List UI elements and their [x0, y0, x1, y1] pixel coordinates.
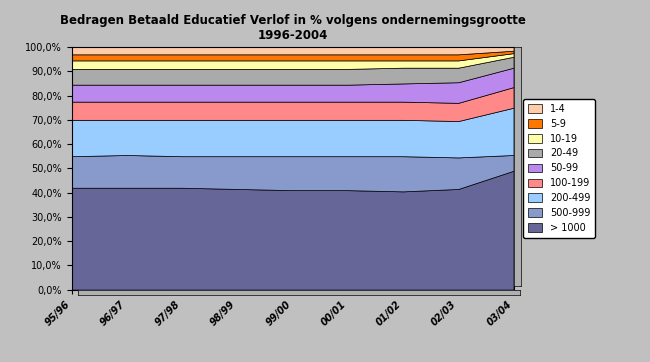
Legend: 1-4, 5-9, 10-19, 20-49, 50-99, 100-199, 200-499, 500-999, > 1000: 1-4, 5-9, 10-19, 20-49, 50-99, 100-199, …	[523, 99, 595, 237]
Title: Bedragen Betaald Educatief Verlof in % volgens ondernemingsgrootte
1996-2004: Bedragen Betaald Educatief Verlof in % v…	[60, 14, 525, 42]
